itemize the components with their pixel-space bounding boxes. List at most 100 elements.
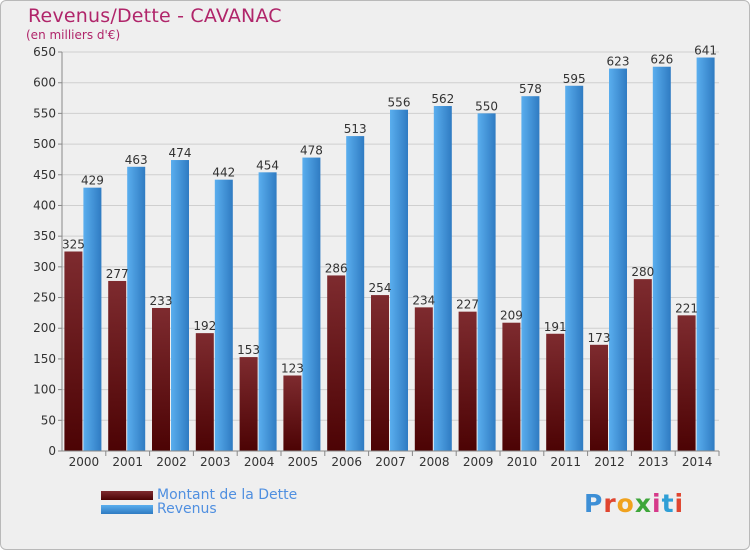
bar-debt bbox=[458, 311, 477, 451]
bar-revenue bbox=[127, 166, 146, 451]
x-tick-label: 2003 bbox=[200, 455, 231, 469]
data-label-debt: 254 bbox=[369, 281, 392, 295]
bar-debt bbox=[327, 275, 346, 451]
bar-revenue bbox=[258, 172, 277, 451]
bar-debt bbox=[677, 315, 696, 451]
bar-debt bbox=[195, 333, 214, 451]
logo-letter: i bbox=[674, 489, 685, 518]
legend-swatch-debt bbox=[101, 490, 153, 500]
x-tick-label: 2000 bbox=[69, 455, 100, 469]
bar-revenue bbox=[83, 187, 102, 451]
data-label-debt: 123 bbox=[281, 361, 304, 375]
bar-debt bbox=[283, 375, 302, 451]
data-label-debt: 234 bbox=[412, 293, 435, 307]
logo-letter: x bbox=[634, 489, 652, 518]
bar-revenue bbox=[171, 160, 189, 451]
bar-debt bbox=[414, 307, 433, 451]
data-label-revenue: 626 bbox=[650, 53, 673, 67]
bar-revenue bbox=[214, 179, 233, 451]
y-tick-label: 50 bbox=[41, 413, 56, 427]
y-tick-label: 400 bbox=[33, 198, 56, 212]
x-tick-label: 2002 bbox=[156, 455, 187, 469]
data-labels: 325 429 277 463 233 474 192 442 153 454 123 478 286 5… bbox=[62, 44, 717, 376]
bar-revenue bbox=[696, 57, 715, 451]
logo-letter: P bbox=[584, 489, 604, 518]
data-label-revenue: 463 bbox=[125, 153, 148, 167]
proxiti-logo: Proxiti bbox=[584, 489, 684, 518]
bar-revenue bbox=[521, 96, 540, 451]
data-label-debt: 209 bbox=[500, 309, 523, 323]
y-tick-label: 500 bbox=[33, 137, 56, 151]
y-tick-label: 100 bbox=[33, 383, 56, 397]
data-label-revenue: 578 bbox=[519, 82, 542, 96]
x-tick-label: 2011 bbox=[550, 455, 581, 469]
legend-label-revenue: Revenus bbox=[157, 501, 217, 517]
data-label-debt: 277 bbox=[106, 267, 129, 281]
bar-revenue bbox=[302, 157, 321, 451]
legend-item-revenue: Revenus bbox=[101, 501, 217, 517]
bar-debt bbox=[546, 333, 565, 451]
data-label-debt: 325 bbox=[62, 238, 85, 252]
bar-debt bbox=[371, 295, 389, 451]
legend-swatch-revenue bbox=[101, 504, 153, 514]
legend-label-debt: Montant de la Dette bbox=[157, 487, 298, 503]
y-tick-label: 200 bbox=[33, 321, 56, 335]
bar-debt bbox=[590, 344, 608, 451]
chart-subtitle: (en milliers d'€) bbox=[26, 28, 121, 42]
y-tick-label: 450 bbox=[33, 168, 56, 182]
x-tick-label: 2014 bbox=[682, 455, 713, 469]
data-label-revenue: 513 bbox=[344, 122, 367, 136]
axes: 0 50 100 150 200 250 300 350 400 450 500 550 600 650 2… bbox=[33, 45, 720, 469]
bar-revenue bbox=[390, 109, 408, 451]
logo-letter: r bbox=[603, 489, 617, 518]
bar-debt bbox=[152, 307, 170, 451]
data-label-revenue: 595 bbox=[563, 72, 586, 86]
data-label-revenue: 442 bbox=[212, 166, 235, 180]
y-tick-label: 300 bbox=[33, 260, 56, 274]
logo-letter: o bbox=[616, 489, 635, 518]
bar-debt bbox=[502, 322, 521, 451]
data-label-revenue: 623 bbox=[607, 55, 630, 69]
bars bbox=[64, 57, 715, 452]
bar-revenue bbox=[433, 106, 452, 451]
legend-item-debt: Montant de la Dette bbox=[101, 487, 298, 503]
bar-debt bbox=[239, 357, 258, 451]
x-tick-label: 2010 bbox=[507, 455, 538, 469]
logo-letter: t bbox=[661, 489, 675, 518]
x-tick-label: 2006 bbox=[331, 455, 362, 469]
data-label-debt: 173 bbox=[588, 331, 611, 345]
x-tick-label: 2008 bbox=[419, 455, 450, 469]
data-label-debt: 227 bbox=[456, 298, 479, 312]
bar-revenue bbox=[346, 136, 365, 451]
data-label-debt: 192 bbox=[193, 319, 216, 333]
data-label-debt: 280 bbox=[631, 265, 654, 279]
bar-revenue bbox=[565, 85, 584, 451]
x-tick-label: 2001 bbox=[112, 455, 143, 469]
y-tick-label: 550 bbox=[33, 106, 56, 120]
data-label-revenue: 641 bbox=[694, 44, 717, 58]
y-tick-label: 600 bbox=[33, 76, 56, 90]
x-tick-label: 2005 bbox=[288, 455, 319, 469]
y-tick-label: 650 bbox=[33, 45, 56, 59]
data-label-revenue: 550 bbox=[475, 99, 498, 113]
chart-title: Revenus/Dette - CAVANAC bbox=[28, 5, 282, 27]
data-label-revenue: 478 bbox=[300, 144, 323, 158]
x-tick-label: 2009 bbox=[463, 455, 494, 469]
logo-letter: i bbox=[652, 489, 662, 518]
bar-revenue bbox=[609, 68, 627, 451]
data-label-revenue: 556 bbox=[388, 96, 411, 110]
data-label-revenue: 429 bbox=[81, 174, 104, 188]
data-label-debt: 233 bbox=[150, 294, 173, 308]
x-tick-label: 2007 bbox=[375, 455, 406, 469]
x-tick-label: 2004 bbox=[244, 455, 275, 469]
y-tick-label: 350 bbox=[33, 229, 56, 243]
data-label-debt: 221 bbox=[675, 301, 698, 315]
bar-debt bbox=[633, 279, 652, 451]
data-label-revenue: 562 bbox=[431, 92, 454, 106]
x-tick-label: 2012 bbox=[594, 455, 625, 469]
y-tick-label: 250 bbox=[33, 291, 56, 305]
data-label-revenue: 454 bbox=[256, 158, 279, 172]
bar-debt bbox=[64, 251, 83, 451]
